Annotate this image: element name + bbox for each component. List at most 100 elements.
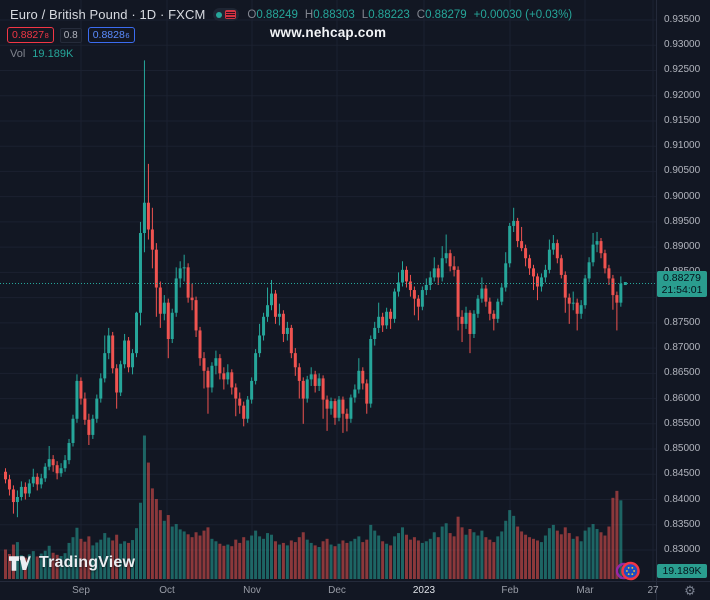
candle-body (535, 276, 539, 287)
candle-body (516, 220, 520, 242)
market-open-dot-icon (216, 11, 223, 18)
price-tick-label: 0.86500 (664, 367, 701, 379)
price-tick-label: 0.92500 (664, 64, 701, 76)
candle-body (202, 358, 206, 371)
volume-bar (222, 545, 226, 579)
candle-body (99, 378, 103, 399)
volume-bar (571, 538, 575, 579)
candle-body (472, 313, 476, 334)
candle-body (496, 301, 500, 319)
volume-bar (258, 536, 262, 579)
candle-body (266, 305, 270, 317)
last-price-dot (623, 282, 627, 286)
volume-bar (492, 542, 496, 579)
candle-body (127, 340, 131, 368)
market-status-toggle[interactable] (213, 8, 240, 21)
volume-bar (35, 556, 39, 579)
axis-settings-gear-icon[interactable]: ⚙ (684, 583, 696, 598)
price-tick-label: 0.89000 (664, 241, 701, 253)
volume-bar (607, 526, 611, 579)
spread-value: 0.8 (59, 27, 82, 43)
candle-body (238, 398, 242, 406)
candle-body (484, 288, 488, 302)
volume-bar (317, 547, 321, 579)
volume-bar (424, 541, 428, 579)
volume-bar (246, 540, 250, 579)
volume-bar (115, 534, 119, 579)
volume-bar (198, 535, 202, 579)
current-volume-flag: 19.189K (657, 564, 707, 578)
candle-body (174, 278, 178, 313)
volume-bar (532, 538, 536, 579)
volume-bar (214, 541, 218, 579)
volume-bar (480, 530, 484, 579)
candle-body (452, 266, 456, 270)
current-price-value: 0.88279 (663, 271, 701, 284)
price-axis[interactable]: 0.93500 0.93000 0.92500 0.92000 0.91500 0.910… (657, 0, 710, 581)
candle-body (520, 241, 524, 249)
time-axis[interactable]: Sep Oct Nov Dec 2023 Feb Mar 27 (0, 582, 710, 600)
volume-bar (170, 526, 174, 579)
volume-bar (575, 536, 579, 579)
candle-body (59, 468, 63, 474)
data-feed-icon (225, 10, 237, 19)
candle-body (416, 298, 420, 307)
candle-body (345, 413, 349, 419)
change-value: +0.00030 (+0.03%) (473, 8, 573, 21)
volume-bar (281, 542, 285, 579)
volume-bar (158, 510, 162, 579)
volume-bar (218, 543, 222, 579)
volume-bar (313, 545, 317, 579)
volume-bar (567, 533, 571, 579)
volume-bar (448, 533, 452, 579)
volume-bar (520, 531, 524, 579)
candle-body (428, 277, 432, 286)
volume-bar (535, 540, 539, 579)
candle-body (222, 373, 226, 380)
sell-price-button[interactable]: 0.8827 8 (7, 27, 54, 43)
candle-body (297, 367, 301, 381)
candle-body (369, 339, 373, 404)
volume-bar (43, 550, 47, 579)
volume-bar (135, 528, 139, 579)
volume-bar (206, 527, 210, 579)
candle-body (377, 316, 381, 328)
price-tick-label: 0.87000 (664, 342, 701, 354)
volume-bar (373, 530, 377, 579)
time-tick-label: 27 (647, 585, 659, 596)
volume-bar (166, 515, 170, 579)
price-tick-label: 0.83000 (664, 544, 701, 555)
candle-body (15, 497, 19, 503)
bar-countdown: 21:54:01 (661, 283, 703, 296)
candle-body (91, 418, 95, 435)
candle-body (448, 253, 452, 267)
volume-bar (333, 546, 337, 579)
volume-bar (341, 540, 345, 579)
volume-value[interactable]: 19.189K (32, 48, 74, 60)
candle-body (277, 313, 281, 317)
volume-bar (416, 540, 420, 579)
volume-bar (547, 528, 551, 579)
volume-label: Vol (10, 48, 26, 60)
candle-body (214, 358, 218, 366)
candle-body (254, 353, 258, 381)
time-tick-label: Nov (243, 585, 261, 596)
high-label: H (304, 8, 314, 21)
candle-body (281, 313, 285, 334)
volume-bar (39, 553, 43, 579)
volume-bar (551, 524, 555, 579)
symbol-title[interactable]: Euro / British Pound · 1D · FXCM (10, 7, 206, 22)
volume-bar (19, 555, 23, 579)
price-tick-label: 0.93000 (664, 39, 701, 51)
volume-bar (297, 537, 301, 579)
volume-bar (401, 527, 404, 579)
eu-flag-event-icon[interactable] (621, 561, 640, 581)
volume-bar (404, 534, 408, 579)
tradingview-logo[interactable]: TradingView (9, 554, 135, 572)
buy-price-button[interactable]: 0.8828 6 (87, 27, 135, 43)
candle-body (218, 358, 222, 374)
candle-body (547, 249, 551, 270)
volume-bar (468, 528, 472, 579)
eu-flag-star (631, 566, 634, 569)
